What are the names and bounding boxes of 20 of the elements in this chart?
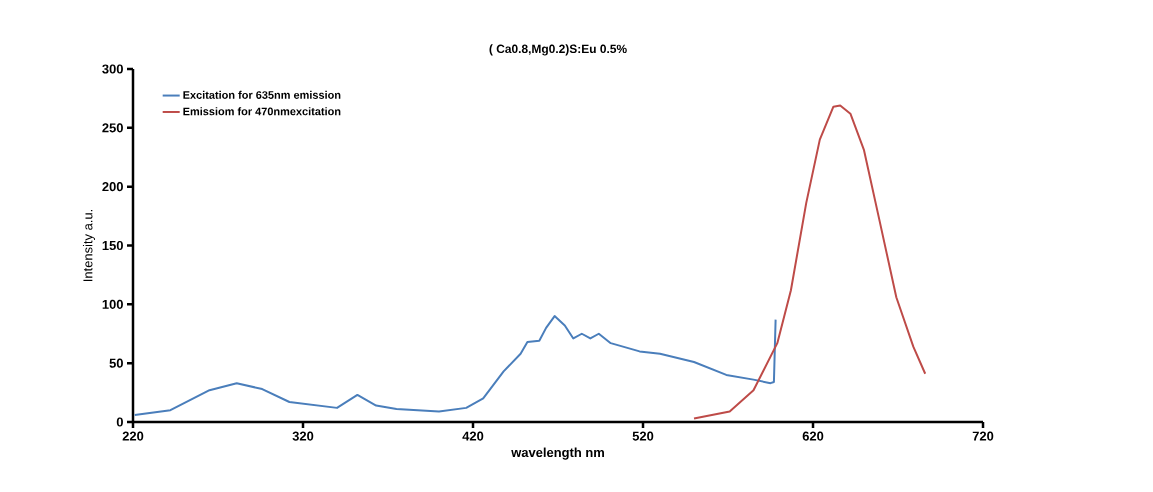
x-tick-label: 420 <box>462 431 484 441</box>
x-axis-title: wavelength nm <box>511 447 604 460</box>
x-tick-label: 320 <box>292 431 314 441</box>
y-tick-label: 0 <box>116 417 123 427</box>
x-tick-label: 520 <box>632 431 654 441</box>
line-series <box>693 104 927 420</box>
x-tick-label: 720 <box>972 431 994 441</box>
y-axis-title: Intensity a.u. <box>82 209 96 282</box>
legend-label: Excitation for 635nm emission <box>183 90 341 99</box>
line-series <box>133 315 777 416</box>
y-tick-label: 250 <box>102 123 123 133</box>
x-tick-label: 220 <box>122 431 144 441</box>
y-tick-label: 200 <box>102 182 123 192</box>
x-tick-label: 620 <box>802 431 824 441</box>
y-tick-label: 50 <box>109 358 123 368</box>
y-tick-label: 150 <box>102 240 123 251</box>
y-tick-label: 300 <box>102 64 123 74</box>
chart-title: ( Ca0.8,Mg0.2)S:Eu 0.5% <box>489 44 627 56</box>
y-tick-label: 100 <box>102 299 123 309</box>
legend-label: Emissiom for 470nmexcitation <box>183 107 341 116</box>
